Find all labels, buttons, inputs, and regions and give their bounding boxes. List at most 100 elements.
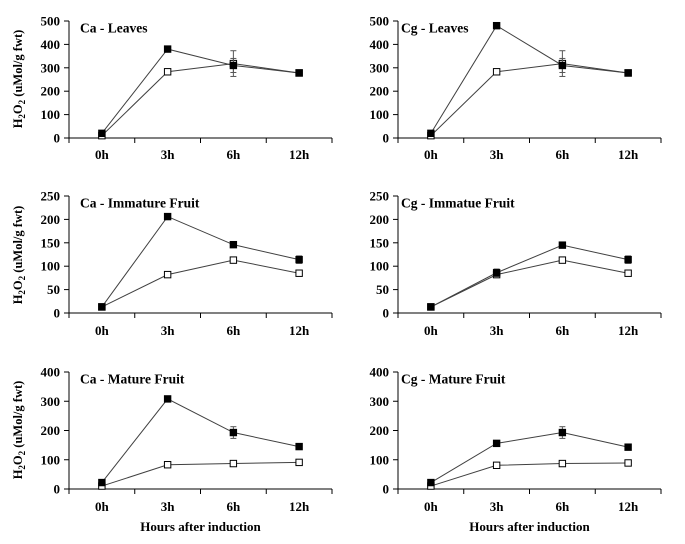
panel-3-series-filled-line [101, 215, 300, 308]
panel-5-point-open [163, 461, 172, 469]
panel-4-x-tick-label: 6h [556, 323, 571, 338]
panel-6-title: Cg - Mature Fruit [401, 372, 506, 387]
panel-3-y-axis-label: H2O2 (uMol/g fwt) [11, 206, 27, 305]
panel-6-y-tick-label: 400 [370, 365, 390, 380]
panel-1-y-axis-label-sub: 2 [17, 114, 27, 119]
panel-2-series-filled-line [430, 24, 629, 134]
panel-4-y-tick-label: 100 [370, 259, 390, 274]
panel-1-y-axis-label: H2O2 (uMol/g fwt) [11, 30, 27, 129]
panel-5-plot: 0 100 200 300 400 0h 3h 6h 12h Ca - Mature Fruit H… [11, 365, 333, 534]
panel-6-y-tick-label: 300 [370, 394, 390, 409]
panel-2-series-open-line [430, 63, 629, 137]
panel-6-point-filled [427, 478, 435, 487]
panel-4-x-tick-label: 0h [424, 323, 439, 338]
panel-6-point-open [624, 459, 632, 467]
panel-3-y-tick-label: 0 [54, 306, 61, 321]
panel-3-x-tick-label: 6h [227, 323, 242, 338]
panel-5-y-tick-label: 400 [41, 365, 61, 380]
panel-1-x-tick-label: 3h [161, 147, 176, 162]
panel-3-x-tick-label: 12h [289, 323, 310, 338]
panel-1-y-axis-label-main: H [11, 118, 25, 128]
panel-5-point-filled [163, 395, 172, 403]
panel-4-y-tick-label: 150 [370, 235, 390, 250]
panel-4-point-open [558, 256, 567, 264]
panel-4-x-tick-label: 12h [618, 323, 639, 338]
panel-3-y-axis-label-main: H [11, 294, 25, 304]
panel-5-x-tick-label: 3h [161, 499, 176, 514]
panel-5-y-axis-label-sub: 2 [17, 465, 27, 470]
panel-3-x-tick-label: 3h [161, 323, 176, 338]
panel-3-y-tick-label: 100 [41, 259, 61, 274]
panel-5-series-filled-line [101, 398, 300, 483]
panel-5-title: Ca - Mature Fruit [80, 372, 185, 387]
panel-5-y-tick-label: 200 [41, 423, 61, 438]
panel-5-y-axis-label-mid: O [11, 455, 25, 465]
panel-5-point-filled [98, 478, 106, 487]
panel-3-y-tick-label: 250 [41, 189, 61, 204]
panel-5-y-axis-label-sub2: 2 [17, 450, 27, 455]
panel-1-y-tick-label: 500 [41, 14, 61, 29]
panel-5-x-tick-label: 6h [227, 499, 242, 514]
panel-6-x-axis-label: Hours after induction [469, 519, 590, 534]
panel-1-y-tick-label: 100 [41, 107, 61, 122]
panel-2-y-tick-label: 0 [383, 131, 390, 146]
panel-6-point-open [558, 459, 567, 468]
panel-4-title: Cg - Immatue Fruit [401, 196, 515, 211]
panel-1-point-filled [163, 45, 172, 53]
panel-3-y-axis-label-mid: O [11, 280, 25, 290]
panel-4-point-filled [558, 241, 567, 249]
panel-4-y-tick-label: 250 [370, 189, 390, 204]
panel-6-point-filled [558, 428, 567, 437]
panel-3-y-tick-label: 150 [41, 235, 61, 250]
panel-2-title: Cg - Leaves [401, 21, 469, 36]
panel-5-point-open [295, 458, 303, 467]
panel-1-y-tick-label: 400 [41, 37, 61, 52]
panel-3-y-tick-label: 200 [41, 212, 61, 227]
panel-2-x-tick-label: 6h [556, 147, 571, 162]
panel-6-x-tick-label: 6h [556, 499, 571, 514]
panel-4-point-filled [624, 255, 632, 264]
panel-3-series-open-line [101, 259, 300, 308]
panel-2-plot: 0 100 200 300 400 500 0h 3h 6h 12h Cg - Leaves [370, 14, 662, 162]
panel-2-point-filled [427, 129, 435, 138]
panel-2-point-open [492, 68, 501, 76]
panel-1-y-tick-label: 0 [54, 131, 61, 146]
panel-3-point-open [163, 270, 172, 279]
panel-3-title: Ca - Immature Fruit [80, 196, 200, 211]
panel-4-series-filled-line [430, 244, 629, 308]
panel-6-point-filled [624, 443, 632, 451]
panel-6-y-tick-label: 0 [383, 482, 390, 497]
panel-5-y-tick-label: 0 [54, 482, 61, 497]
panel-2-point-filled [624, 69, 632, 77]
panel-6-point-open [492, 461, 501, 470]
panel-1-y-axis-label-mid: O [11, 104, 25, 114]
panel-2-point-filled [558, 61, 567, 70]
panel-1-title: Ca - Leaves [80, 21, 148, 36]
panel-4-point-open [624, 269, 632, 277]
panel-5-y-axis-label-main: H [11, 469, 25, 479]
panel-6-x-tick-label: 0h [424, 499, 439, 514]
panel-4-point-filled [492, 269, 501, 277]
panel-6-y-tick-label: 200 [370, 423, 390, 438]
panel-3-plot: 0 50 100 150 200 250 0h 3h 6h 12h Ca - Immature Fr… [11, 189, 333, 338]
panel-2-point-filled [492, 21, 501, 30]
panel-2-y-tick-label: 500 [370, 14, 390, 29]
panel-5-y-tick-label: 300 [41, 394, 61, 409]
panel-2-y-tick-label: 400 [370, 37, 390, 52]
panel-2-y-tick-label: 100 [370, 107, 390, 122]
panel-5-y-axis-label: H2O2 (uMol/g fwt) [11, 381, 27, 480]
panel-6-y-tick-label: 100 [370, 452, 390, 467]
panel-3-point-filled [229, 240, 238, 249]
panel-3-x-tick-label: 0h [95, 323, 110, 338]
panel-5-y-tick-label: 100 [41, 452, 61, 467]
panel-4-plot: 0 50 100 150 200 250 0h 3h 6h 12h Cg - Immatue Fru… [370, 189, 662, 338]
panel-3-point-open [229, 256, 238, 264]
panel-5-point-filled [229, 428, 238, 437]
panel-1-y-tick-label: 200 [41, 84, 61, 99]
panel-1-y-axis-label-sub2: 2 [17, 99, 27, 104]
panel-6-x-tick-label: 12h [618, 499, 639, 514]
panel-4-y-tick-label: 50 [376, 282, 389, 297]
panel-3-point-filled [163, 212, 172, 221]
panel-3-y-tick-label: 50 [47, 282, 60, 297]
